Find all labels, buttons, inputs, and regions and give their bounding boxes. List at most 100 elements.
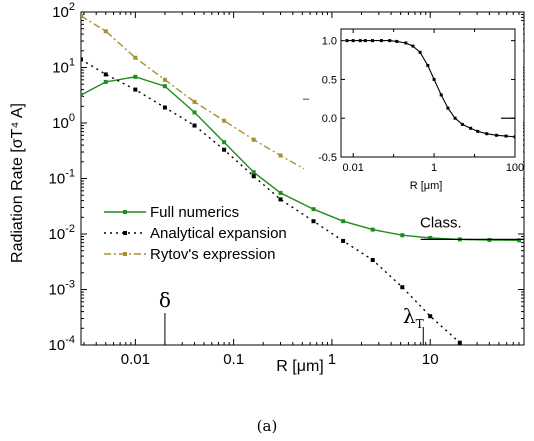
inset-data-point <box>404 41 408 45</box>
x-tick-label: 1 <box>328 351 336 368</box>
legend-label: Full numerics <box>150 204 239 221</box>
x-tick-label: 10 <box>422 351 439 368</box>
inset-y-tick-label: 0.5 <box>322 74 337 86</box>
delta-annotation: δ <box>159 288 171 312</box>
data-point <box>192 99 197 104</box>
data-point <box>192 110 197 115</box>
data-point <box>487 237 492 242</box>
data-point <box>251 174 256 179</box>
data-point <box>162 84 167 89</box>
data-point <box>278 153 283 158</box>
inset-plot: -0.5 0.0 0.5 1.0 0.01 1 100 <box>304 21 524 199</box>
inset-data-point <box>432 77 436 81</box>
inset-y-tick-label: 1.0 <box>322 36 337 48</box>
data-point <box>222 118 227 123</box>
inset-x-tick-label: 100 <box>506 162 524 174</box>
data-point <box>133 74 138 79</box>
y-tick-label: 10-3 <box>49 279 75 299</box>
inset-y-tick-label: 0.0 <box>322 113 337 125</box>
inset-data-point <box>495 133 499 137</box>
inset-data-point <box>476 129 480 133</box>
data-point <box>133 87 138 92</box>
inset-data-point <box>513 135 515 139</box>
inset-y-axis-label: – <box>303 93 310 105</box>
inset-data-point <box>395 39 399 43</box>
inset-data-point <box>446 106 450 110</box>
data-point <box>370 227 375 232</box>
inset-data-point <box>418 50 422 54</box>
data-point <box>162 77 167 82</box>
data-point <box>341 238 346 243</box>
data-point <box>103 72 108 77</box>
legend-marker <box>123 231 127 235</box>
legend-marker <box>123 210 127 214</box>
legend-label: Analytical expansion <box>150 225 287 242</box>
data-point <box>278 190 283 195</box>
data-point <box>192 123 197 128</box>
inset-frame <box>340 28 516 158</box>
legend-marker <box>123 252 127 256</box>
inset-x-axis-label: R [μm] <box>410 180 443 192</box>
data-point <box>516 238 521 243</box>
chart-labels: R [μm] Radiation Rate [σT⁴ A] (a) R [μm]… <box>9 93 442 435</box>
data-point <box>81 13 83 18</box>
classical-annotation: Class. <box>420 214 462 231</box>
data-point <box>103 79 108 84</box>
data-point <box>81 57 83 62</box>
x-tick-label: 0.01 <box>121 351 150 368</box>
y-tick-label: 100 <box>52 112 75 132</box>
inset-data-point <box>379 39 383 43</box>
x-tick-label: 0.1 <box>223 351 244 368</box>
legend-label: Rytov's expression <box>150 246 275 263</box>
inset-data-point <box>358 39 362 43</box>
y-axis-label: Radiation Rate [σT⁴ A] <box>9 103 26 263</box>
data-point <box>251 170 256 175</box>
y-tick-label: 102 <box>52 1 75 21</box>
lambda-annotation: λT <box>403 304 424 331</box>
inset-x-tick-label: 0.01 <box>342 162 363 174</box>
x-axis-label: R [μm] <box>276 358 323 375</box>
data-point <box>311 207 316 212</box>
inset-data-point <box>469 126 473 130</box>
inset-data-point <box>453 116 457 120</box>
inset-data-point <box>363 39 367 43</box>
inset-data-point <box>388 39 392 43</box>
inset-x-tick-label: 1 <box>431 162 437 174</box>
inset-y-tick-label: -0.5 <box>318 152 337 164</box>
data-point <box>370 258 375 263</box>
data-point <box>341 219 346 224</box>
data-point <box>222 147 227 152</box>
data-point <box>251 137 256 142</box>
inset-data-point <box>485 132 489 136</box>
inset-background <box>304 21 523 199</box>
inset-data-point <box>411 44 415 48</box>
inset-data-point <box>351 39 355 43</box>
series-2 <box>81 13 316 177</box>
series-line <box>81 58 464 345</box>
y-tick-label: 10-1 <box>49 168 75 188</box>
inset-data-point <box>370 39 374 43</box>
series-line <box>81 15 314 175</box>
data-point <box>162 105 167 110</box>
data-point <box>487 365 491 369</box>
y-tick-label: 101 <box>52 57 75 77</box>
y-tick-label: 10-2 <box>49 223 75 243</box>
data-point <box>428 235 433 240</box>
panel-label: (a) <box>257 417 278 435</box>
inset-data-point <box>426 63 430 67</box>
data-point <box>311 219 316 224</box>
data-point <box>278 197 283 202</box>
inset-data-point <box>460 122 464 126</box>
data-point <box>400 285 405 290</box>
data-point <box>400 233 405 238</box>
series-1 <box>81 57 491 369</box>
inset-data-point <box>439 93 443 97</box>
inset-series-0 <box>345 39 515 139</box>
data-point <box>428 314 433 319</box>
data-point <box>103 29 108 34</box>
data-point <box>222 140 227 145</box>
inset-data-point <box>345 39 349 43</box>
data-point <box>133 55 138 60</box>
